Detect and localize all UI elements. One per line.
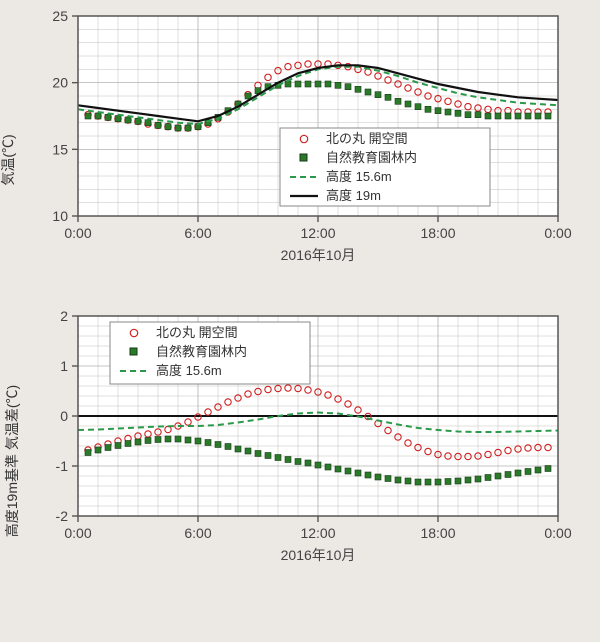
svg-text:北の丸 開空間: 北の丸 開空間	[156, 325, 238, 340]
svg-text:高度 19m: 高度 19m	[326, 188, 381, 203]
svg-text:0:00: 0:00	[544, 525, 571, 541]
svg-text:20: 20	[52, 75, 68, 91]
svg-text:自然教育園林内: 自然教育園林内	[326, 150, 417, 165]
svg-text:18:00: 18:00	[420, 525, 455, 541]
chart-1: 0:006:0012:0018:000:00101520252016年10月北の…	[0, 0, 600, 300]
svg-text:10: 10	[52, 208, 68, 224]
svg-text:2: 2	[60, 308, 68, 324]
svg-text:0:00: 0:00	[544, 225, 571, 241]
chart-2: 0:006:0012:0018:000:00-2-10122016年10月北の丸…	[0, 300, 600, 602]
svg-text:0:00: 0:00	[64, 525, 91, 541]
svg-text:15: 15	[52, 141, 68, 157]
chart-2-ylabel: 高度19m基準 気温差(℃)	[2, 385, 22, 537]
svg-text:1: 1	[60, 358, 68, 374]
svg-text:高度 15.6m: 高度 15.6m	[326, 169, 392, 184]
svg-text:18:00: 18:00	[420, 225, 455, 241]
chart-1-container: 気温(℃) 0:006:0012:0018:000:00101520252016…	[0, 0, 600, 300]
svg-text:6:00: 6:00	[184, 525, 211, 541]
chart-1-ylabel: 気温(℃)	[0, 134, 18, 185]
svg-text:高度 15.6m: 高度 15.6m	[156, 363, 222, 378]
svg-text:25: 25	[52, 8, 68, 24]
svg-text:北の丸 開空間: 北の丸 開空間	[326, 131, 408, 146]
svg-text:12:00: 12:00	[300, 525, 335, 541]
svg-text:-1: -1	[56, 458, 69, 474]
chart-2-container: 高度19m基準 気温差(℃) 0:006:0012:0018:000:00-2-…	[0, 300, 600, 602]
svg-text:2016年10月: 2016年10月	[281, 247, 356, 263]
svg-text:0: 0	[60, 408, 68, 424]
svg-text:0:00: 0:00	[64, 225, 91, 241]
svg-text:12:00: 12:00	[300, 225, 335, 241]
svg-text:6:00: 6:00	[184, 225, 211, 241]
svg-text:自然教育園林内: 自然教育園林内	[156, 344, 247, 359]
svg-text:-2: -2	[56, 508, 69, 524]
svg-text:2016年10月: 2016年10月	[281, 547, 356, 563]
